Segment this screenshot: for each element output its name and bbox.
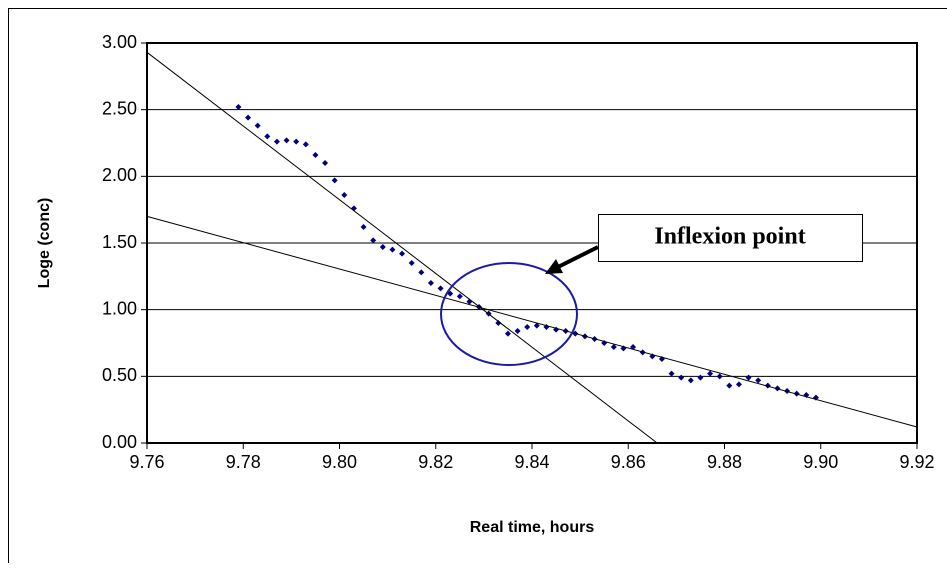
x-axis-title: Real time, hours	[470, 519, 595, 536]
y-tick-label: 3.00	[102, 32, 137, 52]
x-tick-label: 9.86	[611, 452, 646, 472]
y-axis-title: Loge (conc)	[36, 198, 53, 289]
x-tick-label: 9.78	[226, 452, 261, 472]
x-tick-label: 9.84	[514, 452, 549, 472]
annotation: Inflexion point	[654, 224, 805, 250]
y-tick-label: 0.00	[102, 432, 137, 452]
x-tick-label: 9.92	[899, 452, 934, 472]
x-tick-label: 9.82	[418, 452, 453, 472]
y-tick-label: 1.50	[102, 232, 137, 252]
y-tick-label: 2.50	[102, 98, 137, 118]
y-tick-label: 0.50	[102, 365, 137, 385]
x-tick-label: 9.90	[803, 452, 838, 472]
y-tick-label: 1.00	[102, 298, 137, 318]
x-tick-label: 9.80	[322, 452, 357, 472]
y-tick-label: 2.00	[102, 165, 137, 185]
x-tick-label: 9.76	[129, 452, 164, 472]
x-tick-label: 9.88	[707, 452, 742, 472]
